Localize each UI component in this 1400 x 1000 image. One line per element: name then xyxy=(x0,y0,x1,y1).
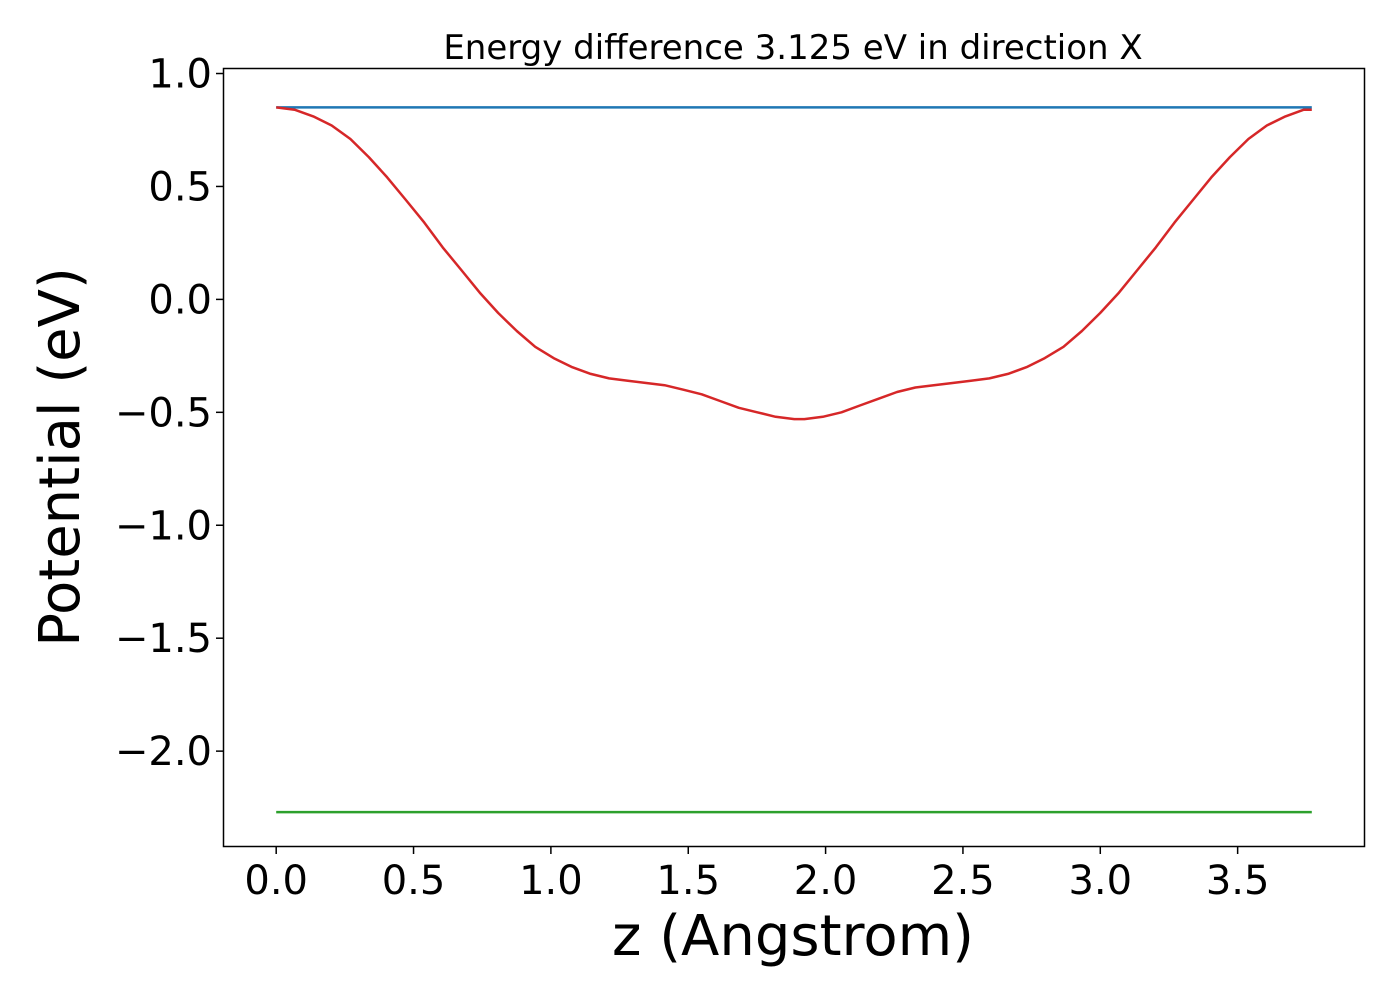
y-axis-label: Potential (eV) xyxy=(28,267,93,647)
y-tick-label: −1.5 xyxy=(115,616,212,662)
plot-area xyxy=(276,106,1312,814)
y-tick-label: −0.5 xyxy=(115,390,212,436)
axis-ticks: 0.0 0.5 1.0 1.5 2.0 2.5 3.0 3.5 1.0 0.5 0.0 −0.5 −1.… xyxy=(115,52,1270,904)
x-tick-label: 2.0 xyxy=(794,858,858,904)
x-tick-label: 3.0 xyxy=(1068,858,1132,904)
y-tick-label: 0.0 xyxy=(148,277,212,323)
x-tick-label: 1.0 xyxy=(519,858,583,904)
x-tick-label: 1.5 xyxy=(656,858,720,904)
plot-frame xyxy=(222,67,1366,848)
x-tick-label: 0.5 xyxy=(382,858,446,904)
y-tick-label: −1.0 xyxy=(115,503,212,549)
x-tick-label: 2.5 xyxy=(931,858,995,904)
x-tick-label: 0.0 xyxy=(244,858,308,904)
y-tick-label: 0.5 xyxy=(148,164,212,210)
y-tick-label: −2.0 xyxy=(115,729,212,775)
y-tick-label: 1.0 xyxy=(148,52,212,98)
x-tick-label: 3.5 xyxy=(1206,858,1270,904)
series-line-3 xyxy=(276,106,1312,421)
chart-title: Energy difference 3.125 eV in direction … xyxy=(443,28,1142,68)
x-axis-label: z (Angstrom) xyxy=(612,904,974,969)
